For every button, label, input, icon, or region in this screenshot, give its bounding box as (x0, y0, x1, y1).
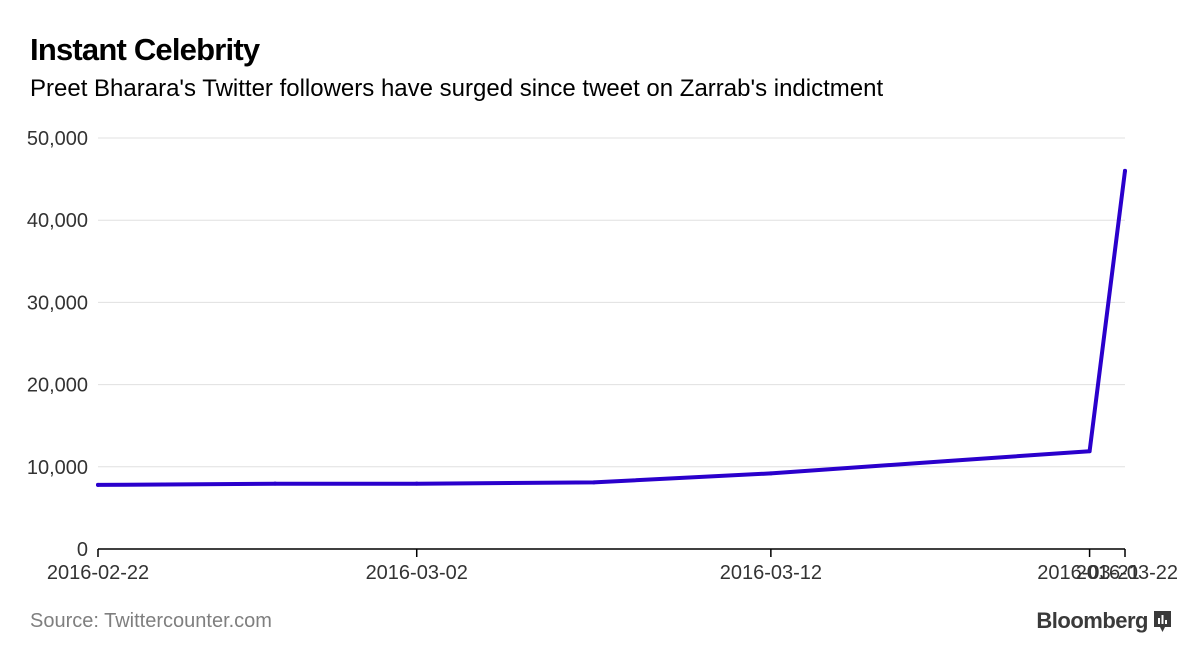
x-tick-label: 2016-02-22 (47, 562, 149, 584)
brand-logo: Bloomberg (1036, 608, 1171, 634)
x-tick-label: 2016-03-02 (366, 562, 468, 584)
y-tick-label: 10,000 (27, 457, 88, 479)
data-point (414, 481, 419, 486)
data-point (768, 471, 773, 476)
x-tick-label: 2016-03-21 (1037, 562, 1139, 584)
y-tick-label: 20,000 (27, 375, 88, 397)
data-point (1087, 449, 1092, 454)
x-tick-label: 2016-03-22 (1076, 562, 1178, 584)
y-tick-label: 30,000 (27, 292, 88, 314)
brand-name: Bloomberg (1036, 608, 1148, 633)
data-point (945, 459, 950, 464)
chart-subtitle: Preet Bharara's Twitter followers have s… (30, 75, 884, 102)
bloomberg-logo-icon (1154, 610, 1171, 632)
y-tick-label: 0 (77, 539, 88, 561)
y-tick-label: 40,000 (27, 210, 88, 232)
data-point (1123, 168, 1127, 173)
data-point (591, 480, 596, 485)
x-tick-label: 2016-03-12 (720, 562, 822, 584)
y-tick-label: 50,000 (27, 128, 88, 150)
data-point (273, 481, 278, 486)
chart-title: Instant Celebrity (30, 32, 260, 67)
data-point (96, 482, 100, 487)
series-line (96, 168, 1127, 487)
source-note: Source: Twittercounter.com (30, 610, 272, 632)
